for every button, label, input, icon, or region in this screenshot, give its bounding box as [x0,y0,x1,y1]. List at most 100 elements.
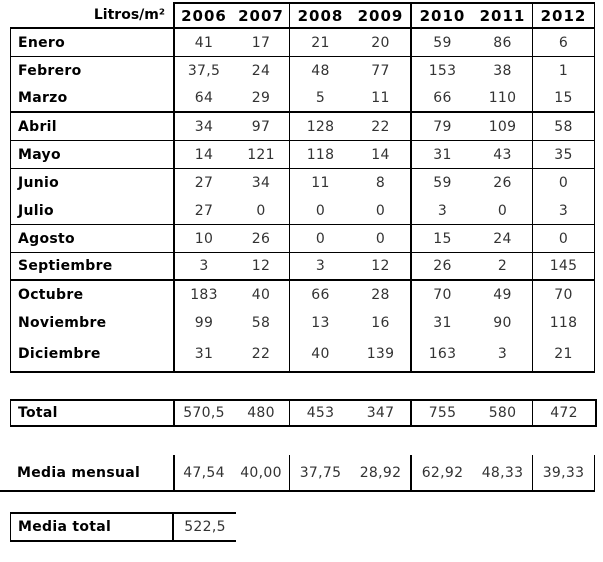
value-cell: 21 [533,337,595,371]
value-cell: 15 [433,230,452,247]
value-cell: 6 [533,29,595,56]
value-cell: 128 [306,118,335,135]
value-cell: 145 [533,253,595,279]
value-cell: 163 [428,346,457,362]
month-label: Agosto [10,225,175,252]
value-cell: 41 [194,34,214,51]
total-row: Total 570,5 480 453 347 755 580 472 [10,399,597,427]
value-cell: 12 [233,253,290,279]
value-cell: 38 [473,57,533,85]
value-cell: 70 [533,281,595,309]
total-label: Total [11,401,175,425]
value-cell: 0 [315,202,326,219]
value-cell: 99 [194,315,214,331]
value-cell: 31 [194,346,214,362]
total-value-cell: 570,5 [183,405,225,421]
total-value-cell: 580 [473,401,533,425]
value-cell: 26 [433,258,452,274]
value-cell: 59 [433,34,452,51]
value-cell: 109 [473,113,533,140]
year-header-cell: 2006 [175,2,233,27]
value-cell: 0 [351,225,412,252]
media-total-label: Media total [11,514,174,540]
value-cell: 0 [233,197,290,224]
value-cell: 16 [351,309,412,337]
total-value-cell: 755 [428,405,457,421]
value-cell: 1 [533,57,595,85]
value-cell: 0 [315,230,326,247]
value-cell: 0 [351,197,412,224]
value-cell: 10 [194,230,214,247]
total-value-cell: 472 [533,401,596,425]
value-cell: 139 [351,337,412,371]
value-cell: 27 [194,202,214,219]
media-mensual-row: Media mensual 47,54 40,00 37,75 28,92 62,92 48… [0,455,595,492]
month-row: Abril 34 97 128 22 79 109 58 [10,113,595,141]
total-value-cell: 453 [306,405,335,421]
value-cell: 97 [233,113,290,140]
value-cell: 24 [473,225,533,252]
value-cell: 40 [311,346,330,362]
value-cell: 183 [190,287,218,303]
value-cell: 118 [306,146,335,163]
value-cell: 20 [351,29,412,56]
month-label: Octubre [10,281,175,309]
value-cell: 29 [233,85,290,111]
value-cell: 12 [351,253,412,279]
value-cell: 3 [315,258,326,274]
media-total-box: Media total 522,5 [10,512,236,542]
value-cell: 0 [533,169,595,197]
month-label: Septiembre [10,253,175,279]
value-cell: 86 [473,29,533,56]
value-cell: 28 [351,281,412,309]
value-cell: 118 [533,309,595,337]
month-row: Junio 27 34 11 8 59 26 0 [10,169,595,197]
year-header-cell: 2009 [351,2,412,27]
value-cell: 153 [428,63,457,79]
value-cell: 34 [194,118,214,135]
value-cell: 37,5 [187,63,221,79]
month-row: Marzo 64 29 5 11 66 110 15 [10,85,595,113]
value-cell: 3 [473,337,533,371]
media-mensual-value-cell: 62,92 [421,464,464,481]
monthly-rainfall-table: Litros/m² 2006 2007 2008 2009 2010 2011 2012 Ene… [10,2,595,373]
value-cell: 27 [194,175,214,191]
value-cell: 2 [473,253,533,279]
value-cell: 3 [437,202,448,219]
media-mensual-value-cell: 47,54 [183,464,225,481]
month-row: Noviembre 99 58 13 16 31 90 118 [10,309,595,337]
year-header-cell: 2011 [473,2,533,27]
month-row: Diciembre 31 22 40 139 163 3 21 [10,337,595,373]
value-cell: 48 [311,63,330,79]
month-label: Diciembre [10,337,175,371]
value-cell: 66 [311,287,330,303]
value-cell: 31 [433,315,452,331]
year-header-cell: 2007 [233,2,290,27]
year-header-cell: 2012 [533,2,595,27]
value-cell: 58 [533,113,595,140]
month-row: Julio 27 0 0 0 3 0 3 [10,197,595,225]
value-cell: 35 [533,141,595,168]
value-cell: 49 [473,281,533,309]
month-label: Enero [10,29,175,56]
value-cell: 14 [194,146,214,163]
month-label: Julio [10,197,175,224]
month-row: Mayo 14 121 118 14 31 43 35 [10,141,595,169]
value-cell: 121 [233,141,290,168]
month-label: Febrero [10,57,175,85]
value-cell: 13 [311,315,330,331]
month-row: Febrero 37,5 24 48 77 153 38 1 [10,57,595,85]
value-cell: 40 [233,281,290,309]
value-cell: 8 [351,169,412,197]
value-cell: 58 [233,309,290,337]
value-cell: 24 [233,57,290,85]
media-mensual-value-cell: 37,75 [299,464,342,481]
value-cell: 59 [433,175,452,191]
media-total-value-cell: 522,5 [184,519,226,535]
value-cell: 110 [473,85,533,111]
total-value-cell: 480 [233,401,290,425]
corner-label: Litros/m² [10,2,175,27]
value-cell: 11 [351,85,412,111]
value-cell: 0 [473,197,533,224]
value-cell: 26 [473,169,533,197]
